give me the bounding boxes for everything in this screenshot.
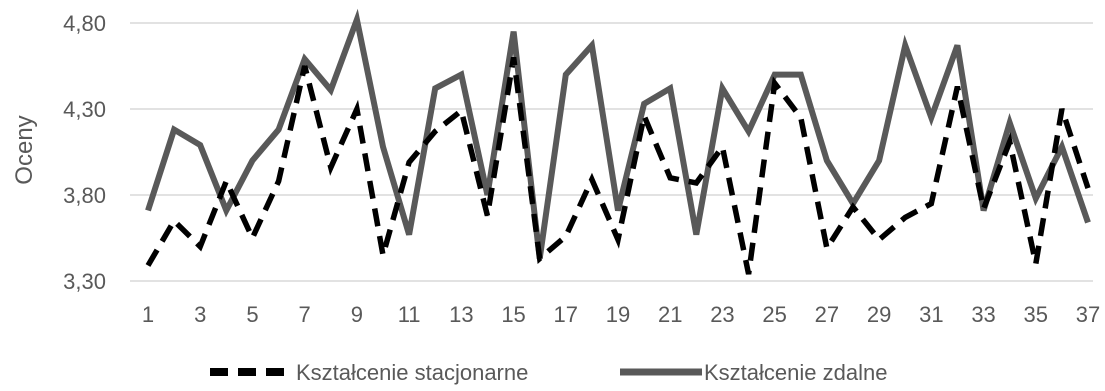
x-tick-label: 15 [501, 302, 525, 327]
x-tick-label: 11 [398, 302, 421, 327]
series-lines [145, 8, 1091, 275]
x-axis: 1 3 5 7 9 11 13 15 17 19 21 23 25 27 29 31 33 35 37 [142, 302, 1100, 327]
x-tick-label: 5 [246, 302, 258, 327]
y-tick-label: 3,80 [63, 183, 106, 208]
x-tick-label: 33 [971, 302, 995, 327]
y-tick-label: 3,30 [63, 269, 106, 294]
x-tick-label: 31 [919, 302, 943, 327]
y-axis: 3,30 3,80 4,30 4,80 [63, 11, 106, 294]
legend-label: Kształcenie stacjonarne [296, 360, 528, 385]
y-tick-label: 4,30 [63, 97, 106, 122]
y-tick-label: 4,80 [63, 11, 106, 36]
x-tick-label: 13 [449, 302, 473, 327]
y-axis-label: Oceny [11, 115, 38, 184]
x-tick-label: 21 [658, 302, 682, 327]
x-tick-label: 23 [710, 302, 734, 327]
x-tick-label: 1 [142, 302, 154, 327]
x-tick-label: 37 [1076, 302, 1100, 327]
x-tick-label: 25 [762, 302, 786, 327]
series-line-stationary [145, 56, 1091, 275]
x-tick-label: 29 [867, 302, 891, 327]
x-tick-label: 3 [194, 302, 206, 327]
x-tick-label: 9 [351, 302, 363, 327]
x-tick-label: 7 [299, 302, 311, 327]
x-tick-label: 19 [606, 302, 630, 327]
legend: Kształcenie stacjonarne Kształcenie zdaln… [210, 360, 887, 385]
series-line-remote [145, 8, 1091, 260]
x-tick-label: 27 [815, 302, 839, 327]
x-tick-label: 35 [1024, 302, 1048, 327]
x-tick-label: 17 [554, 302, 578, 327]
legend-label: Kształcenie zdalne [704, 360, 887, 385]
